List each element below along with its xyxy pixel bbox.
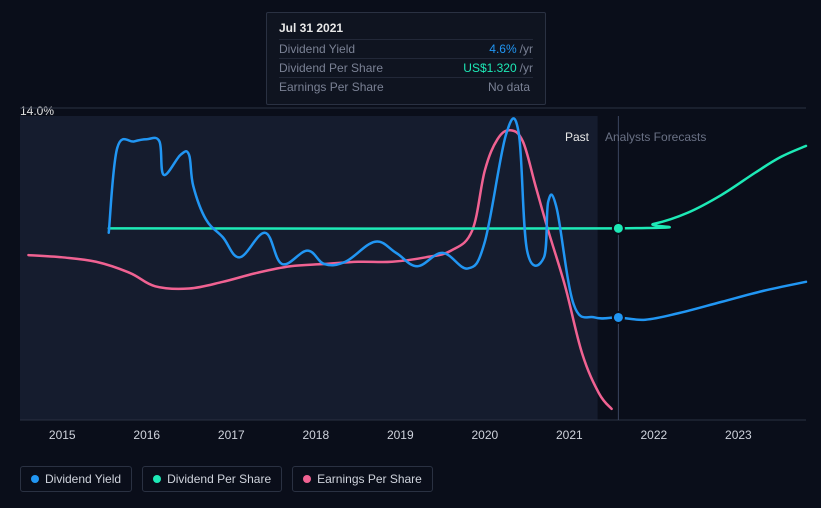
tooltip-unit: /yr bbox=[520, 61, 533, 75]
legend-item-earnings-per-share[interactable]: Earnings Per Share bbox=[292, 466, 433, 492]
tooltip-value-wrap: 4.6% /yr bbox=[489, 42, 533, 56]
x-axis-tick: 2019 bbox=[387, 428, 414, 442]
tooltip-label: Earnings Per Share bbox=[279, 80, 384, 94]
legend-dot-icon bbox=[31, 475, 39, 483]
tooltip-value-wrap: US$1.320/yr bbox=[463, 61, 533, 75]
dividend-chart: Jul 31 2021 Dividend Yield 4.6% /yr Divid… bbox=[0, 0, 821, 508]
legend-dot-icon bbox=[153, 475, 161, 483]
legend-item-dividend-per-share[interactable]: Dividend Per Share bbox=[142, 466, 282, 492]
tooltip-label: Dividend Per Share bbox=[279, 61, 383, 75]
x-axis-tick: 2021 bbox=[556, 428, 583, 442]
x-axis-tick: 2020 bbox=[471, 428, 498, 442]
forecast-region-label: Analysts Forecasts bbox=[605, 130, 706, 144]
x-axis-tick: 2022 bbox=[641, 428, 668, 442]
legend-label: Dividend Yield bbox=[45, 472, 121, 486]
tooltip-value: 4.6% bbox=[489, 42, 516, 56]
x-axis-tick: 2015 bbox=[49, 428, 76, 442]
tooltip-value: US$1.320 bbox=[463, 61, 516, 75]
tooltip-row: Dividend Yield 4.6% /yr bbox=[279, 39, 533, 58]
legend-item-dividend-yield[interactable]: Dividend Yield bbox=[20, 466, 132, 492]
tooltip-row: Dividend Per Share US$1.320/yr bbox=[279, 58, 533, 77]
legend-label: Dividend Per Share bbox=[167, 472, 271, 486]
tooltip-date: Jul 31 2021 bbox=[279, 21, 533, 35]
chart-svg bbox=[20, 108, 806, 420]
tooltip-value-wrap: No data bbox=[488, 80, 533, 94]
legend-dot-icon bbox=[303, 475, 311, 483]
x-axis: 2015 2016 2017 2018 2019 2020 2021 2022 2023 bbox=[20, 428, 806, 448]
x-axis-tick: 2018 bbox=[302, 428, 329, 442]
tooltip-row: Earnings Per Share No data bbox=[279, 77, 533, 96]
tooltip-value: No data bbox=[488, 80, 530, 94]
tooltip-unit: /yr bbox=[520, 42, 533, 56]
x-axis-tick: 2017 bbox=[218, 428, 245, 442]
legend-label: Earnings Per Share bbox=[317, 472, 422, 486]
chart-legend: Dividend Yield Dividend Per Share Earnin… bbox=[20, 466, 433, 492]
x-axis-tick: 2016 bbox=[133, 428, 160, 442]
tooltip-label: Dividend Yield bbox=[279, 42, 355, 56]
chart-tooltip: Jul 31 2021 Dividend Yield 4.6% /yr Divid… bbox=[266, 12, 546, 105]
x-axis-tick: 2023 bbox=[725, 428, 752, 442]
past-region-label: Past bbox=[565, 130, 589, 144]
plot-area[interactable] bbox=[20, 108, 806, 420]
